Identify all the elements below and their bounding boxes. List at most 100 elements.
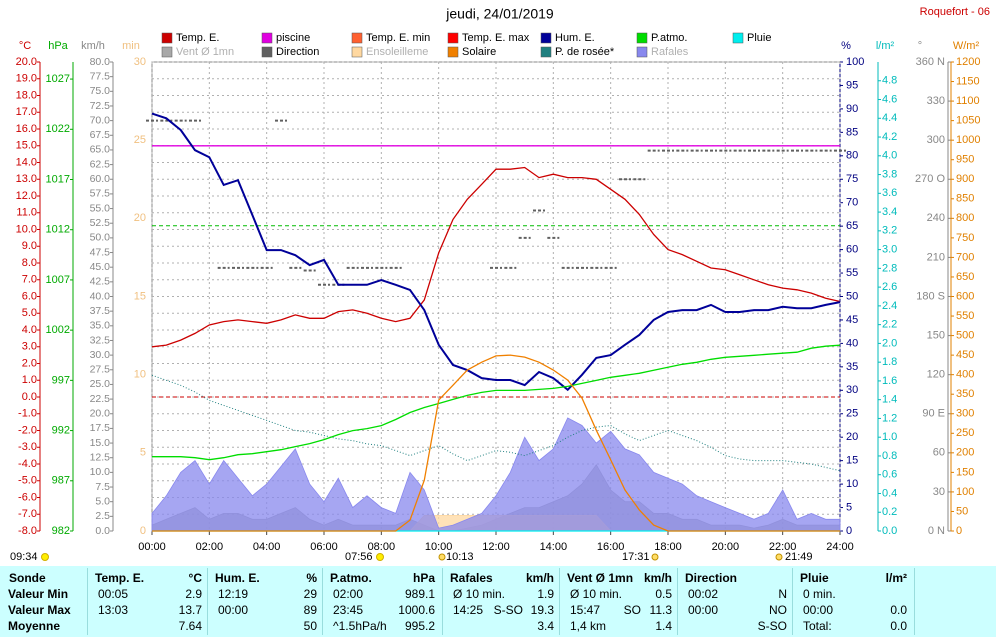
y-tick-label: 17.5 [90,422,111,434]
y-tick-label: 77.5 [90,70,111,82]
moon-icon [775,553,783,561]
y-tick-label: 42.5 [90,276,111,288]
y-tick-label: 80.0 [90,56,111,68]
column-title: Sonde [9,571,46,585]
cell-value: S-SO [757,619,787,633]
legend-swatch [636,32,648,44]
x-tick-label: 14:00 [540,541,568,553]
cell-left: 12:19 [218,587,249,601]
y-tick-label: 60 [846,244,858,256]
y-tick-label: 3.6 [882,187,897,199]
y-tick-label: 19.0 [16,73,37,85]
y-tick-label: 900 [956,173,974,185]
y-tick-label: 750 [956,232,974,244]
y-tick-label: 120 [927,369,945,381]
cell-left: 02:00 [333,587,364,601]
legend-label: Vent Ø 1mn [176,46,234,58]
y-tick-label: 52.5 [90,217,111,229]
y-tick-label: 3.4 [882,206,897,218]
cell-value: 989.1 [404,587,435,601]
series-line [151,166,841,348]
y-tick-label: 3.0 [22,341,37,353]
axis-unit: °C [19,40,31,52]
summary-table: Sonde Temp. E. °C Hum. E.% P.atmo. hPa Rafales… [0,566,996,637]
axis-unit: W/m² [953,40,980,52]
series-line [152,354,840,532]
y-tick-label: 20.0 [16,56,37,68]
y-tick-label: 0 [140,525,146,537]
event-time: 07:56 [345,551,373,563]
axis-unit: km/h [81,40,105,52]
axis-unit: ° [918,40,922,52]
chart-title: jeudi, 24/01/2019 [445,6,554,22]
cell-mid: SO [623,603,641,617]
y-tick-label: 0 N [928,525,945,537]
y-tick-label: 1050 [956,115,980,127]
y-tick-label: -1.0 [18,408,37,420]
y-tick-label: 18.0 [16,89,37,101]
cell-left: Total: [803,619,832,633]
sun-icon [651,553,659,561]
y-tick-label: 30 [134,56,146,68]
y-tick-label: 1.8 [882,356,897,368]
y-tick-label: 85 [846,126,858,138]
y-tick-label: 60.0 [90,173,111,185]
legend-label: Temp. E. [176,32,219,44]
column-title: Temp. E. [95,571,145,585]
legend-label: Temp. E. min [366,32,430,44]
y-tick-label: 9.0 [22,240,37,252]
row-label: Moyenne [8,619,61,633]
column-separator [207,568,208,635]
y-tick-label: 180 S [916,290,945,302]
cell-left: 00:00 [803,603,834,617]
legend-swatch [351,46,363,58]
y-tick-label: 992 [52,424,70,436]
x-tick-label: 06:00 [310,541,338,553]
cell-value: 2.9 [185,587,202,601]
cell-value: NO [769,603,787,617]
y-tick-label: 55 [846,267,858,279]
column-unit: km/h [643,571,672,585]
y-tick-label: 7.5 [95,481,110,493]
legend-swatch [261,32,273,44]
x-tick-label: 10:00 [425,541,453,553]
y-tick-label: 1017 [46,173,70,185]
y-tick-label: 1012 [46,224,70,236]
cell-left: ^1.5hPa/h [333,619,387,633]
y-tick-label: 0.0 [882,525,897,537]
cell-value: 0.0 [890,603,907,617]
legend-label: Rafales [651,46,689,58]
column-separator [322,568,323,635]
y-tick-label: 800 [956,212,974,224]
y-tick-label: 150 [927,329,945,341]
y-tick-label: 35 [846,361,858,373]
y-tick-label: 982 [52,525,70,537]
legend-label: P. de rosée* [555,46,615,58]
y-tick-label: 350 [956,388,974,400]
y-tick-label: 40.0 [90,290,111,302]
y-tick-label: 1002 [46,324,70,336]
y-tick-label: 600 [956,290,974,302]
y-tick-label: -8.0 [18,525,37,537]
legend-label: Hum. E. [555,32,595,44]
legend-swatch [447,32,459,44]
event-time: 10:13 [446,551,474,563]
moon-icon [438,553,446,561]
y-tick-label: 997 [52,374,70,386]
y-tick-label: 360 N [916,56,945,68]
y-tick-label: 150 [956,466,974,478]
y-tick-label: 70 [846,197,858,209]
legend-swatch [351,32,363,44]
cell-value: 89 [303,603,317,617]
y-tick-label: 850 [956,193,974,205]
series-area [151,417,841,532]
y-tick-label: -2.0 [18,424,37,436]
event-time: 21:49 [785,551,813,563]
y-tick-label: 50 [956,505,968,517]
y-tick-label: 30 [846,384,858,396]
y-tick-label: 250 [956,427,974,439]
cell-value: 1.9 [537,587,554,601]
cell-left: 13:03 [98,603,129,617]
cell-left: Ø 10 min. [453,587,506,601]
y-tick-label: 4.8 [882,75,897,87]
